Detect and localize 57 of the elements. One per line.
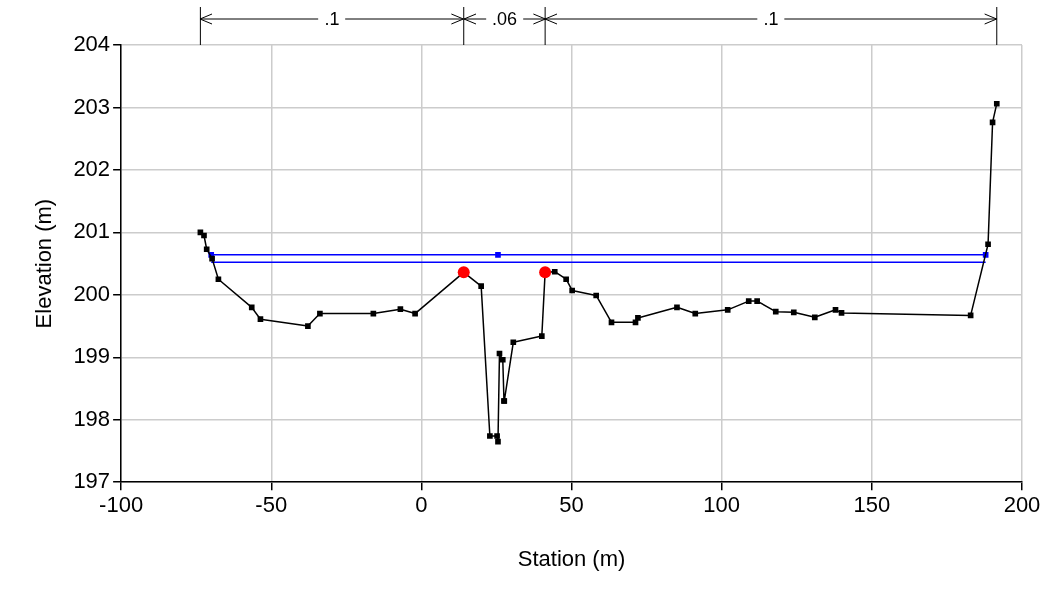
point xyxy=(569,287,575,294)
point xyxy=(495,438,501,445)
point xyxy=(248,304,255,311)
y-tick-label: 203 xyxy=(73,93,111,119)
point xyxy=(790,309,797,316)
point xyxy=(838,310,845,316)
point xyxy=(494,433,500,439)
point xyxy=(412,310,418,317)
x-tick-label: 100 xyxy=(703,492,741,518)
point xyxy=(593,292,600,299)
point xyxy=(608,319,615,326)
x-tick-label: -50 xyxy=(255,492,288,518)
text: .06 xyxy=(491,8,517,29)
point xyxy=(635,315,641,321)
point xyxy=(811,314,818,321)
y-tick-label: 198 xyxy=(73,405,111,431)
text: .1 xyxy=(324,8,340,29)
point xyxy=(539,333,545,339)
point xyxy=(495,252,501,258)
point xyxy=(563,276,569,283)
point xyxy=(754,298,760,304)
point xyxy=(674,304,680,311)
point xyxy=(993,100,1000,107)
point xyxy=(772,308,779,315)
y-tick-label: 197 xyxy=(73,468,111,494)
y-axis-title: Elevation (m) xyxy=(31,198,57,329)
point xyxy=(724,306,731,313)
x-tick-label: -100 xyxy=(99,492,144,518)
point xyxy=(539,266,552,279)
y-tick-label: 201 xyxy=(73,218,111,244)
point xyxy=(203,246,210,253)
text: .1 xyxy=(763,8,779,29)
x-tick-label: 0 xyxy=(415,492,428,518)
point xyxy=(201,232,207,239)
point xyxy=(692,310,699,317)
point xyxy=(209,255,215,262)
point xyxy=(317,310,323,317)
point xyxy=(305,323,311,329)
y-tick-label: 199 xyxy=(73,343,111,369)
x-tick-label: 50 xyxy=(559,492,584,518)
point xyxy=(985,241,991,248)
point xyxy=(510,339,517,346)
point xyxy=(499,356,506,363)
point xyxy=(397,306,404,313)
y-tick-label: 200 xyxy=(73,280,111,306)
point xyxy=(215,276,222,283)
point xyxy=(257,316,264,323)
point xyxy=(745,298,752,304)
y-tick-label: 202 xyxy=(73,155,111,181)
y-tick-label: 204 xyxy=(73,31,111,57)
point xyxy=(551,268,558,275)
point xyxy=(832,306,839,313)
x-axis-title: Station (m) xyxy=(517,545,626,571)
point xyxy=(487,433,493,439)
x-tick-label: 150 xyxy=(853,492,891,518)
point xyxy=(478,283,484,289)
x-tick-label: 200 xyxy=(1003,492,1041,518)
